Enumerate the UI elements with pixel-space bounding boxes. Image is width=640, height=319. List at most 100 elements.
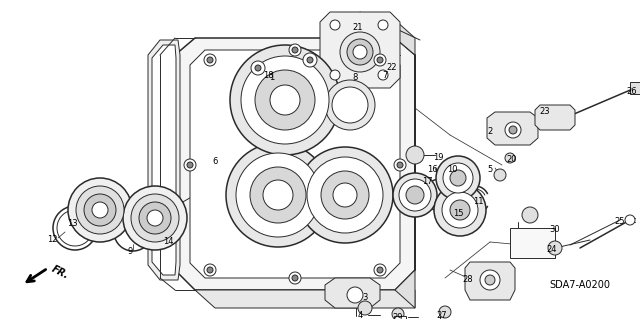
Circle shape <box>250 167 306 223</box>
Circle shape <box>139 202 171 234</box>
Circle shape <box>378 70 388 80</box>
Polygon shape <box>190 50 400 278</box>
Text: 23: 23 <box>540 108 550 116</box>
Circle shape <box>505 153 515 163</box>
Circle shape <box>289 44 301 56</box>
Text: 20: 20 <box>507 155 517 165</box>
Text: 11: 11 <box>473 197 483 206</box>
Circle shape <box>522 207 538 223</box>
Polygon shape <box>148 40 180 280</box>
Circle shape <box>330 20 340 30</box>
Circle shape <box>406 186 424 204</box>
Circle shape <box>333 183 357 207</box>
Circle shape <box>92 202 108 218</box>
Text: 7: 7 <box>382 70 388 79</box>
Circle shape <box>442 192 478 228</box>
Circle shape <box>406 146 424 164</box>
Text: 27: 27 <box>436 310 447 319</box>
Circle shape <box>330 70 340 80</box>
Circle shape <box>307 57 313 63</box>
Circle shape <box>374 54 386 66</box>
Circle shape <box>297 147 393 243</box>
Text: 21: 21 <box>353 23 364 32</box>
Circle shape <box>394 159 406 171</box>
Bar <box>394 316 406 319</box>
Circle shape <box>68 178 132 242</box>
Text: FR.: FR. <box>50 263 70 280</box>
Polygon shape <box>320 12 400 88</box>
Circle shape <box>397 162 403 168</box>
Text: 17: 17 <box>422 177 432 187</box>
Circle shape <box>378 20 388 30</box>
Text: 14: 14 <box>163 238 173 247</box>
Circle shape <box>509 126 517 134</box>
Circle shape <box>307 157 383 233</box>
Text: 9: 9 <box>127 248 132 256</box>
Text: SDA7-A0200: SDA7-A0200 <box>550 280 611 290</box>
Circle shape <box>255 65 261 71</box>
Polygon shape <box>175 38 415 290</box>
Circle shape <box>207 57 213 63</box>
Text: 30: 30 <box>550 226 560 234</box>
Text: 22: 22 <box>387 63 397 71</box>
Circle shape <box>321 171 369 219</box>
Text: 5: 5 <box>488 166 493 174</box>
Polygon shape <box>325 278 380 308</box>
Circle shape <box>439 306 451 318</box>
Circle shape <box>505 122 521 138</box>
Circle shape <box>241 56 329 144</box>
Circle shape <box>251 61 265 75</box>
Text: 2: 2 <box>488 128 493 137</box>
Circle shape <box>625 215 635 225</box>
Circle shape <box>392 308 404 319</box>
Text: 26: 26 <box>627 87 637 97</box>
Circle shape <box>236 153 320 237</box>
Circle shape <box>292 47 298 53</box>
Text: 29: 29 <box>393 313 403 319</box>
Text: 25: 25 <box>615 218 625 226</box>
Circle shape <box>450 170 466 186</box>
Circle shape <box>184 159 196 171</box>
Circle shape <box>270 85 300 115</box>
Circle shape <box>434 184 486 236</box>
Circle shape <box>353 45 367 59</box>
Bar <box>510 228 555 258</box>
Text: 28: 28 <box>463 276 474 285</box>
Circle shape <box>131 194 179 242</box>
Text: 6: 6 <box>212 158 218 167</box>
Circle shape <box>226 143 330 247</box>
Circle shape <box>187 162 193 168</box>
Circle shape <box>374 264 386 276</box>
Text: 16: 16 <box>427 166 437 174</box>
Polygon shape <box>535 105 575 130</box>
Circle shape <box>204 264 216 276</box>
Circle shape <box>377 267 383 273</box>
Circle shape <box>494 169 506 181</box>
Circle shape <box>347 39 373 65</box>
Circle shape <box>436 156 480 200</box>
Circle shape <box>147 210 163 226</box>
Text: 3: 3 <box>362 293 368 302</box>
Circle shape <box>358 301 372 315</box>
Text: 10: 10 <box>447 166 457 174</box>
Text: 24: 24 <box>547 246 557 255</box>
Circle shape <box>207 267 213 273</box>
Circle shape <box>332 87 368 123</box>
Circle shape <box>303 53 317 67</box>
Circle shape <box>443 163 473 193</box>
Polygon shape <box>152 45 176 275</box>
Circle shape <box>263 180 293 210</box>
Circle shape <box>450 200 470 220</box>
Circle shape <box>292 275 298 281</box>
Text: 19: 19 <box>433 152 444 161</box>
Text: 1: 1 <box>269 73 275 83</box>
Polygon shape <box>395 20 415 308</box>
Text: 13: 13 <box>67 219 77 228</box>
Text: 4: 4 <box>357 310 363 319</box>
Circle shape <box>325 80 375 130</box>
Polygon shape <box>195 290 415 308</box>
Circle shape <box>76 186 124 234</box>
Circle shape <box>480 270 500 290</box>
Circle shape <box>393 173 437 217</box>
Text: 8: 8 <box>352 72 358 81</box>
